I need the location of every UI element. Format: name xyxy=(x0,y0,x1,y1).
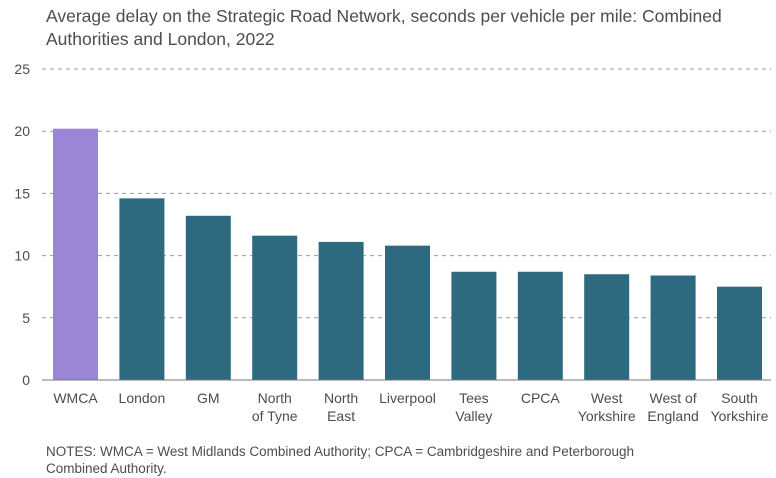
x-tick-label-north-of-tyne: North of Tyne xyxy=(252,390,298,424)
x-tick-label-london: London xyxy=(119,390,166,406)
x-tick-label-liverpool: Liverpool xyxy=(379,390,436,406)
chart-title-line-2: Authorities and London, 2022 xyxy=(46,29,275,49)
chart-title: Average delay on the Strategic Road Netw… xyxy=(46,5,766,51)
x-tick-label-west-of-england: West of England xyxy=(647,390,698,424)
bar-gm xyxy=(185,215,231,380)
y-tick-label-15: 15 xyxy=(14,185,30,201)
notes-line-1: NOTES: WMCA = West Midlands Combined Aut… xyxy=(46,444,635,459)
x-tick-label-wmca: WMCA xyxy=(53,390,98,406)
notes-line-2: Combined Authority. xyxy=(46,461,167,476)
bar-cpca xyxy=(517,271,563,380)
y-tick-label-10: 10 xyxy=(14,248,30,264)
bar-north-east xyxy=(318,241,364,380)
bar-liverpool xyxy=(385,245,430,380)
chart-title-line-1: Average delay on the Strategic Road Netw… xyxy=(46,6,722,26)
x-tick-label-gm: GM xyxy=(197,390,220,406)
bar-north-of-tyne xyxy=(252,235,298,380)
y-tick-label-20: 20 xyxy=(14,123,30,139)
x-tick-label-north-east: North East xyxy=(324,390,358,424)
bar-west-of-england xyxy=(650,275,696,380)
y-tick-label-25: 25 xyxy=(14,61,30,77)
bar-tees-valley xyxy=(451,271,497,380)
x-tick-label-tees-valley: Tees Valley xyxy=(455,390,492,424)
y-tick-label-5: 5 xyxy=(22,310,30,326)
bar-wmca xyxy=(53,128,98,380)
x-tick-label-cpca: CPCA xyxy=(521,390,561,406)
y-tick-label-0: 0 xyxy=(22,372,30,388)
bar-west-yorkshire xyxy=(584,274,630,380)
x-tick-label-west-yorkshire: West Yorkshire xyxy=(578,390,636,424)
x-tick-label-south-yorkshire: South Yorkshire xyxy=(711,390,769,424)
bar-south-yorkshire xyxy=(717,286,762,380)
chart-notes: NOTES: WMCA = West Midlands Combined Aut… xyxy=(46,443,766,477)
bar-london xyxy=(119,198,165,380)
